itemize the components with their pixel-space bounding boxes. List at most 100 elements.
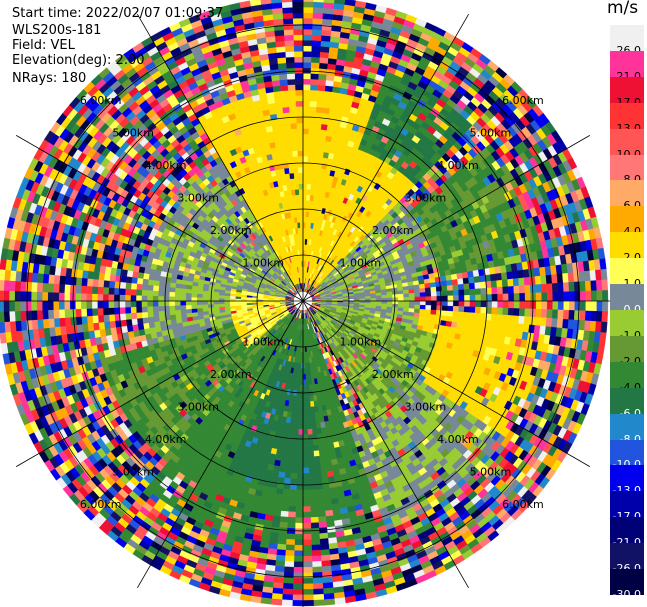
velocity-cell	[286, 450, 293, 457]
velocity-cell	[446, 310, 454, 317]
velocity-cell	[292, 594, 304, 601]
velocity-cell	[308, 122, 316, 130]
velocity-cell	[475, 300, 482, 308]
velocity-cell	[307, 155, 314, 163]
velocity-cell	[302, 183, 308, 190]
velocity-cell	[562, 282, 570, 293]
velocity-cell	[293, 561, 304, 568]
velocity-cell	[315, 117, 323, 125]
velocity-cell	[281, 593, 293, 601]
velocity-cell	[546, 292, 554, 302]
velocity-cell	[323, 101, 332, 109]
velocity-cell	[408, 300, 416, 306]
velocity-cell	[302, 45, 313, 52]
velocity-cell	[299, 396, 304, 402]
velocity-cell	[322, 487, 331, 495]
velocity-cell	[304, 362, 308, 369]
velocity-cell	[312, 566, 323, 573]
velocity-cell	[308, 478, 317, 485]
velocity-cell	[302, 401, 307, 408]
velocity-cell	[496, 286, 504, 295]
velocity-cell	[568, 281, 575, 292]
velocity-cell	[302, 133, 310, 140]
velocity-cell	[490, 313, 498, 322]
velocity-cell	[302, 12, 314, 19]
velocity-cell	[313, 599, 325, 607]
velocity-cell	[579, 300, 587, 312]
velocity-cell	[293, 566, 304, 574]
velocity-cell	[323, 598, 336, 606]
velocity-cell	[310, 516, 319, 524]
velocity-cell	[315, 422, 322, 429]
velocity-cell	[546, 283, 553, 293]
velocity-cell	[291, 450, 299, 458]
velocity-cell	[451, 279, 459, 286]
velocity-cell	[306, 183, 312, 190]
velocity-cell	[453, 300, 460, 307]
velocity-cell	[320, 123, 329, 131]
velocity-cell	[302, 429, 308, 436]
velocity-cell	[511, 322, 519, 332]
velocity-cell	[312, 582, 324, 590]
velocity-cell	[490, 280, 498, 289]
velocity-cell	[284, 560, 295, 568]
velocity-cell	[302, 23, 313, 30]
velocity-cell	[309, 494, 318, 502]
velocity-cell	[302, 473, 310, 480]
velocity-cell	[507, 286, 515, 295]
velocity-cell	[502, 286, 509, 295]
velocity-cell	[381, 297, 388, 302]
velocity-cell	[479, 281, 487, 289]
velocity-cell	[473, 275, 481, 284]
velocity-cell	[397, 293, 404, 298]
velocity-cell	[316, 499, 325, 507]
velocity-cell	[302, 506, 311, 513]
velocity-cell	[288, 494, 297, 502]
velocity-cell	[425, 300, 432, 306]
velocity-cell	[302, 194, 307, 201]
velocity-cell	[310, 417, 317, 424]
velocity-cell	[307, 423, 313, 430]
velocity-cell	[302, 489, 311, 496]
velocity-cell	[311, 45, 322, 53]
velocity-cell	[480, 287, 487, 296]
velocity-cell	[302, 50, 312, 58]
velocity-cell	[295, 489, 304, 496]
velocity-cell	[290, 467, 298, 474]
velocity-cell	[508, 293, 515, 302]
velocity-cell	[469, 300, 476, 308]
velocity-cell	[501, 314, 509, 323]
velocity-cell	[302, 122, 310, 129]
velocity-cell	[286, 533, 296, 540]
velocity-cell	[281, 599, 293, 607]
velocity-cell	[313, 450, 320, 457]
velocity-cell	[590, 300, 598, 312]
velocity-cell	[314, 123, 322, 130]
velocity-cell	[381, 300, 388, 305]
velocity-cell	[302, 172, 308, 179]
velocity-cell	[567, 319, 575, 330]
velocity-cell	[585, 290, 592, 302]
velocity-cell	[534, 317, 542, 327]
velocity-cell	[441, 290, 449, 297]
velocity-cell	[545, 274, 553, 285]
velocity-cell	[541, 292, 548, 302]
velocity-cell	[302, 572, 313, 579]
velocity-cell	[298, 429, 304, 436]
velocity-cell	[474, 288, 482, 296]
velocity-cell	[489, 320, 497, 329]
velocity-cell	[302, 17, 314, 25]
velocity-cell	[310, 406, 315, 413]
velocity-cell	[601, 311, 609, 323]
velocity-cell	[408, 296, 416, 302]
velocity-cell	[579, 310, 586, 321]
velocity-cell	[317, 84, 326, 92]
velocity-cell	[447, 295, 454, 302]
velocity-cell	[334, 597, 346, 605]
velocity-cell	[513, 285, 520, 294]
velocity-cell	[317, 79, 327, 86]
velocity-cell	[296, 390, 301, 397]
velocity-cell	[602, 290, 609, 302]
velocity-cell	[302, 555, 313, 563]
velocity-cell	[595, 279, 603, 291]
